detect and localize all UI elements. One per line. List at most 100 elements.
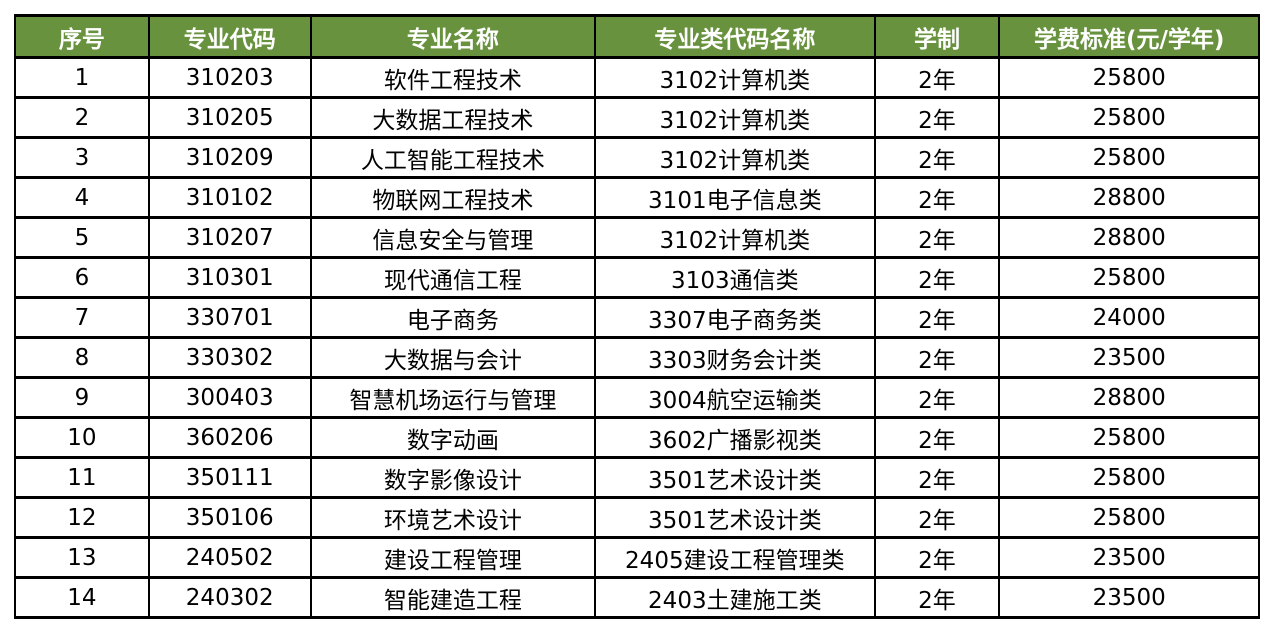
table-row: 12 350106 环境艺术设计 3501艺术设计类 2年 25800 (14, 496, 1260, 539)
cell-index: 10 (14, 416, 150, 459)
cell-duration: 2年 (873, 456, 1001, 499)
cell-major-code: 310203 (147, 56, 312, 99)
cell-major-code: 330302 (147, 336, 312, 379)
cell-duration: 2年 (873, 176, 1001, 219)
cell-category-code-name: 3102计算机类 (594, 216, 876, 259)
cell-tuition: 24000 (998, 296, 1260, 339)
cell-duration: 2年 (873, 376, 1001, 419)
cell-index: 14 (14, 576, 150, 619)
table-row: 2 310205 大数据工程技术 3102计算机类 2年 25800 (14, 96, 1260, 139)
cell-duration: 2年 (873, 536, 1001, 579)
cell-major-name: 环境艺术设计 (309, 496, 597, 539)
cell-duration: 2年 (873, 496, 1001, 539)
cell-tuition: 28800 (998, 376, 1260, 419)
cell-tuition: 28800 (998, 176, 1260, 219)
cell-category-code-name: 3102计算机类 (594, 136, 876, 179)
cell-major-code: 310205 (147, 96, 312, 139)
cell-index: 6 (14, 256, 150, 299)
cell-duration: 2年 (873, 296, 1001, 339)
cell-tuition: 23500 (998, 576, 1260, 619)
cell-major-name: 数字动画 (309, 416, 597, 459)
table-row: 10 360206 数字动画 3602广播影视类 2年 25800 (14, 416, 1260, 459)
cell-major-code: 350111 (147, 456, 312, 499)
cell-major-name: 大数据与会计 (309, 336, 597, 379)
cell-category-code-name: 3501艺术设计类 (594, 456, 876, 499)
cell-category-code-name: 3602广播影视类 (594, 416, 876, 459)
cell-tuition: 25800 (998, 416, 1260, 459)
cell-tuition: 25800 (998, 56, 1260, 99)
cell-major-name: 电子商务 (309, 296, 597, 339)
cell-major-name: 人工智能工程技术 (309, 136, 597, 179)
table-row: 6 310301 现代通信工程 3103通信类 2年 25800 (14, 256, 1260, 299)
cell-major-code: 300403 (147, 376, 312, 419)
cell-major-name: 建设工程管理 (309, 536, 597, 579)
cell-major-code: 330701 (147, 296, 312, 339)
cell-tuition: 25800 (998, 496, 1260, 539)
cell-tuition: 25800 (998, 136, 1260, 179)
cell-index: 11 (14, 456, 150, 499)
column-header-duration: 学制 (873, 14, 1001, 59)
cell-duration: 2年 (873, 416, 1001, 459)
cell-index: 4 (14, 176, 150, 219)
table-row: 11 350111 数字影像设计 3501艺术设计类 2年 25800 (14, 456, 1260, 499)
cell-duration: 2年 (873, 56, 1001, 99)
cell-index: 5 (14, 216, 150, 259)
cell-major-code: 240302 (147, 576, 312, 619)
cell-category-code-name: 3102计算机类 (594, 96, 876, 139)
cell-major-name: 智能建造工程 (309, 576, 597, 619)
cell-major-code: 310207 (147, 216, 312, 259)
cell-major-code: 310209 (147, 136, 312, 179)
cell-tuition: 25800 (998, 96, 1260, 139)
cell-tuition: 28800 (998, 216, 1260, 259)
cell-tuition: 25800 (998, 256, 1260, 299)
cell-major-code: 350106 (147, 496, 312, 539)
cell-duration: 2年 (873, 96, 1001, 139)
cell-major-name: 数字影像设计 (309, 456, 597, 499)
cell-major-name: 现代通信工程 (309, 256, 597, 299)
table-row: 5 310207 信息安全与管理 3102计算机类 2年 28800 (14, 216, 1260, 259)
table-row: 1 310203 软件工程技术 3102计算机类 2年 25800 (14, 56, 1260, 99)
cell-major-name: 大数据工程技术 (309, 96, 597, 139)
cell-category-code-name: 3303财务会计类 (594, 336, 876, 379)
cell-category-code-name: 2405建设工程管理类 (594, 536, 876, 579)
column-header-index: 序号 (14, 14, 150, 59)
cell-category-code-name: 3501艺术设计类 (594, 496, 876, 539)
table-row: 13 240502 建设工程管理 2405建设工程管理类 2年 23500 (14, 536, 1260, 579)
cell-major-name: 物联网工程技术 (309, 176, 597, 219)
cell-duration: 2年 (873, 256, 1001, 299)
cell-category-code-name: 3102计算机类 (594, 56, 876, 99)
cell-duration: 2年 (873, 216, 1001, 259)
column-header-major-name: 专业名称 (309, 14, 597, 59)
cell-major-name: 智慧机场运行与管理 (309, 376, 597, 419)
cell-category-code-name: 3101电子信息类 (594, 176, 876, 219)
cell-duration: 2年 (873, 576, 1001, 619)
cell-major-code: 240502 (147, 536, 312, 579)
header-row: 序号 专业代码 专业名称 专业类代码名称 学制 学费标准(元/学年) (14, 14, 1260, 59)
column-header-major-code: 专业代码 (147, 14, 312, 59)
cell-index: 3 (14, 136, 150, 179)
cell-category-code-name: 2403土建施工类 (594, 576, 876, 619)
column-header-tuition: 学费标准(元/学年) (998, 14, 1260, 59)
table-row: 7 330701 电子商务 3307电子商务类 2年 24000 (14, 296, 1260, 339)
cell-major-name: 软件工程技术 (309, 56, 597, 99)
cell-tuition: 23500 (998, 336, 1260, 379)
cell-index: 7 (14, 296, 150, 339)
cell-index: 12 (14, 496, 150, 539)
cell-tuition: 25800 (998, 456, 1260, 499)
cell-major-code: 360206 (147, 416, 312, 459)
table-row: 8 330302 大数据与会计 3303财务会计类 2年 23500 (14, 336, 1260, 379)
table-row: 14 240302 智能建造工程 2403土建施工类 2年 23500 (14, 576, 1260, 619)
tuition-fee-table: 序号 专业代码 专业名称 专业类代码名称 学制 学费标准(元/学年) 1 310203 软件工… (14, 14, 1260, 619)
table-body: 1 310203 软件工程技术 3102计算机类 2年 25800 2 310205 大数据工程… (14, 56, 1260, 619)
cell-category-code-name: 3103通信类 (594, 256, 876, 299)
cell-major-code: 310301 (147, 256, 312, 299)
cell-major-name: 信息安全与管理 (309, 216, 597, 259)
table-row: 4 310102 物联网工程技术 3101电子信息类 2年 28800 (14, 176, 1260, 219)
cell-tuition: 23500 (998, 536, 1260, 579)
cell-index: 13 (14, 536, 150, 579)
column-header-category-code-name: 专业类代码名称 (594, 14, 876, 59)
cell-index: 8 (14, 336, 150, 379)
cell-category-code-name: 3307电子商务类 (594, 296, 876, 339)
cell-index: 9 (14, 376, 150, 419)
cell-duration: 2年 (873, 136, 1001, 179)
